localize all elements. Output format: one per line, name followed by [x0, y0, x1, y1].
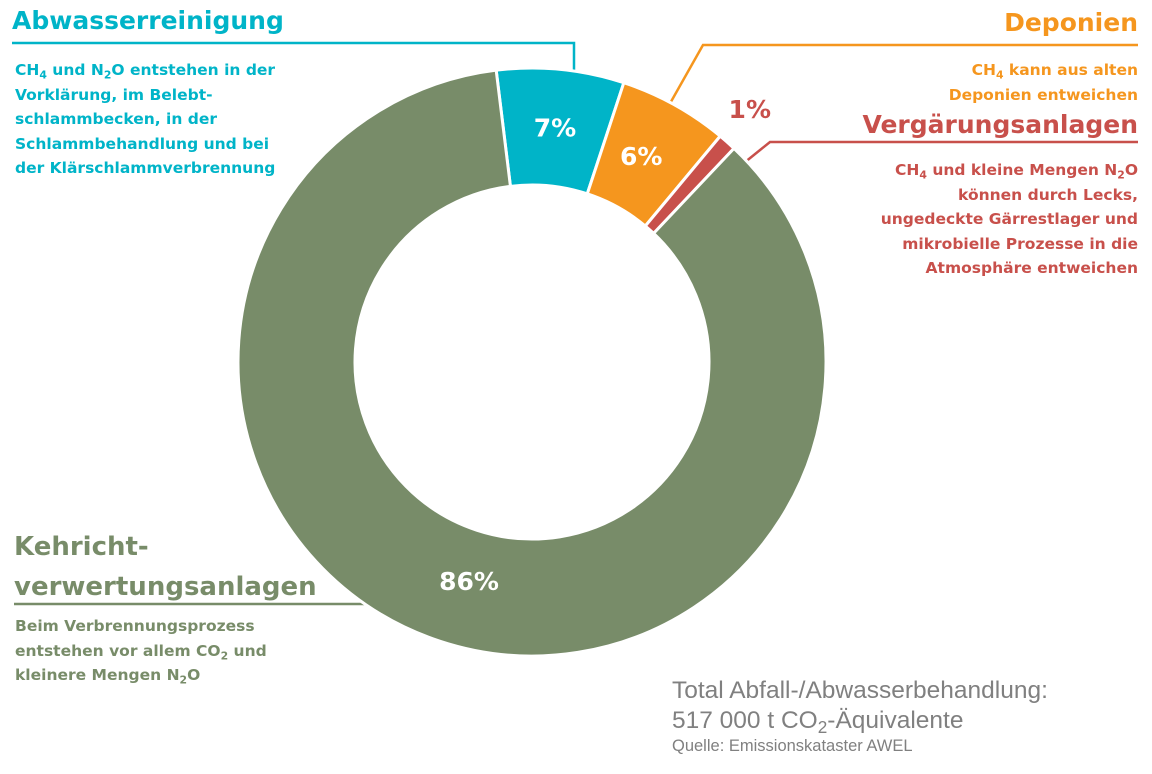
description-line: können durch Lecks, [958, 185, 1138, 204]
percent-label-kehrichtverwertungsanlagen: 86% [439, 567, 499, 596]
leader-lines [12, 41, 1138, 606]
leader-line-abwasserreinigung [12, 41, 576, 76]
description-line: Schlammbehandlung und bei [15, 134, 270, 153]
description-line: Atmosphäre entweichen [925, 259, 1138, 277]
category-title-abwasserreinigung: Abwasserreinigung [12, 6, 284, 35]
category-description-deponien: CH4 kann aus alten Deponien entweichen [878, 58, 1138, 107]
description-line: ungedeckte Gärrestlager und [880, 210, 1138, 228]
percent-labels: 7% 6% 1% 86% [439, 95, 771, 596]
description-line: kleinere Mengen N2O [15, 666, 201, 687]
total-line-2: 517 000 t CO2-Äquivalente [672, 707, 964, 738]
description-line: schlammbecken, in der [15, 110, 218, 128]
description-line: Deponien entweichen [948, 85, 1138, 104]
category-description-kehrichtverwertungsanlagen: Beim Verbrennungsprozess entstehen vor al… [15, 614, 335, 688]
leader-line-deponien [666, 43, 1138, 108]
description-line: Beim Verbrennungsprozess [15, 617, 255, 635]
description-line: der Klärschlammverbrennung [15, 159, 276, 177]
description-line: CH4 und N2O entstehen in der [15, 61, 276, 82]
donut-slices [236, 66, 828, 658]
category-title-deponien: Deponien [1004, 8, 1138, 37]
description-line: CH4 und kleine Mengen N2O [895, 161, 1138, 182]
percent-label-abwasserreinigung: 7% [534, 114, 576, 143]
category-description-abwasserreinigung: CH4 und N2O entstehen in der Vorklärung, … [15, 58, 335, 181]
description-line: Vorklärung, im Belebt- [15, 85, 213, 104]
total-summary: Total Abfall-/Abwasserbehandlung: 517 00… [672, 676, 1048, 736]
category-title-kehrichtverwertungsanlagen: Kehricht-verwertungsanlagen [14, 532, 317, 602]
category-title-vergaerungsanlagen: Vergärungsanlagen [862, 110, 1139, 139]
description-line: mikrobielle Prozesse in die [902, 234, 1138, 253]
percent-label-deponien: 6% [620, 142, 662, 171]
category-description-vergaerungsanlagen: CH4 und kleine Mengen N2O können durch Le… [808, 158, 1138, 281]
source-note: Quelle: Emissionskataster AWEL [672, 737, 913, 755]
slice-kehrichtverwertungsanlagen [236, 68, 828, 658]
description-line: entstehen vor allem CO2 und [15, 641, 267, 662]
description-line: CH4 kann aus alten [971, 61, 1138, 82]
total-line-1: Total Abfall-/Abwasserbehandlung: [672, 677, 1048, 704]
percent-label-vergaerungsanlagen: 1% [729, 95, 771, 124]
